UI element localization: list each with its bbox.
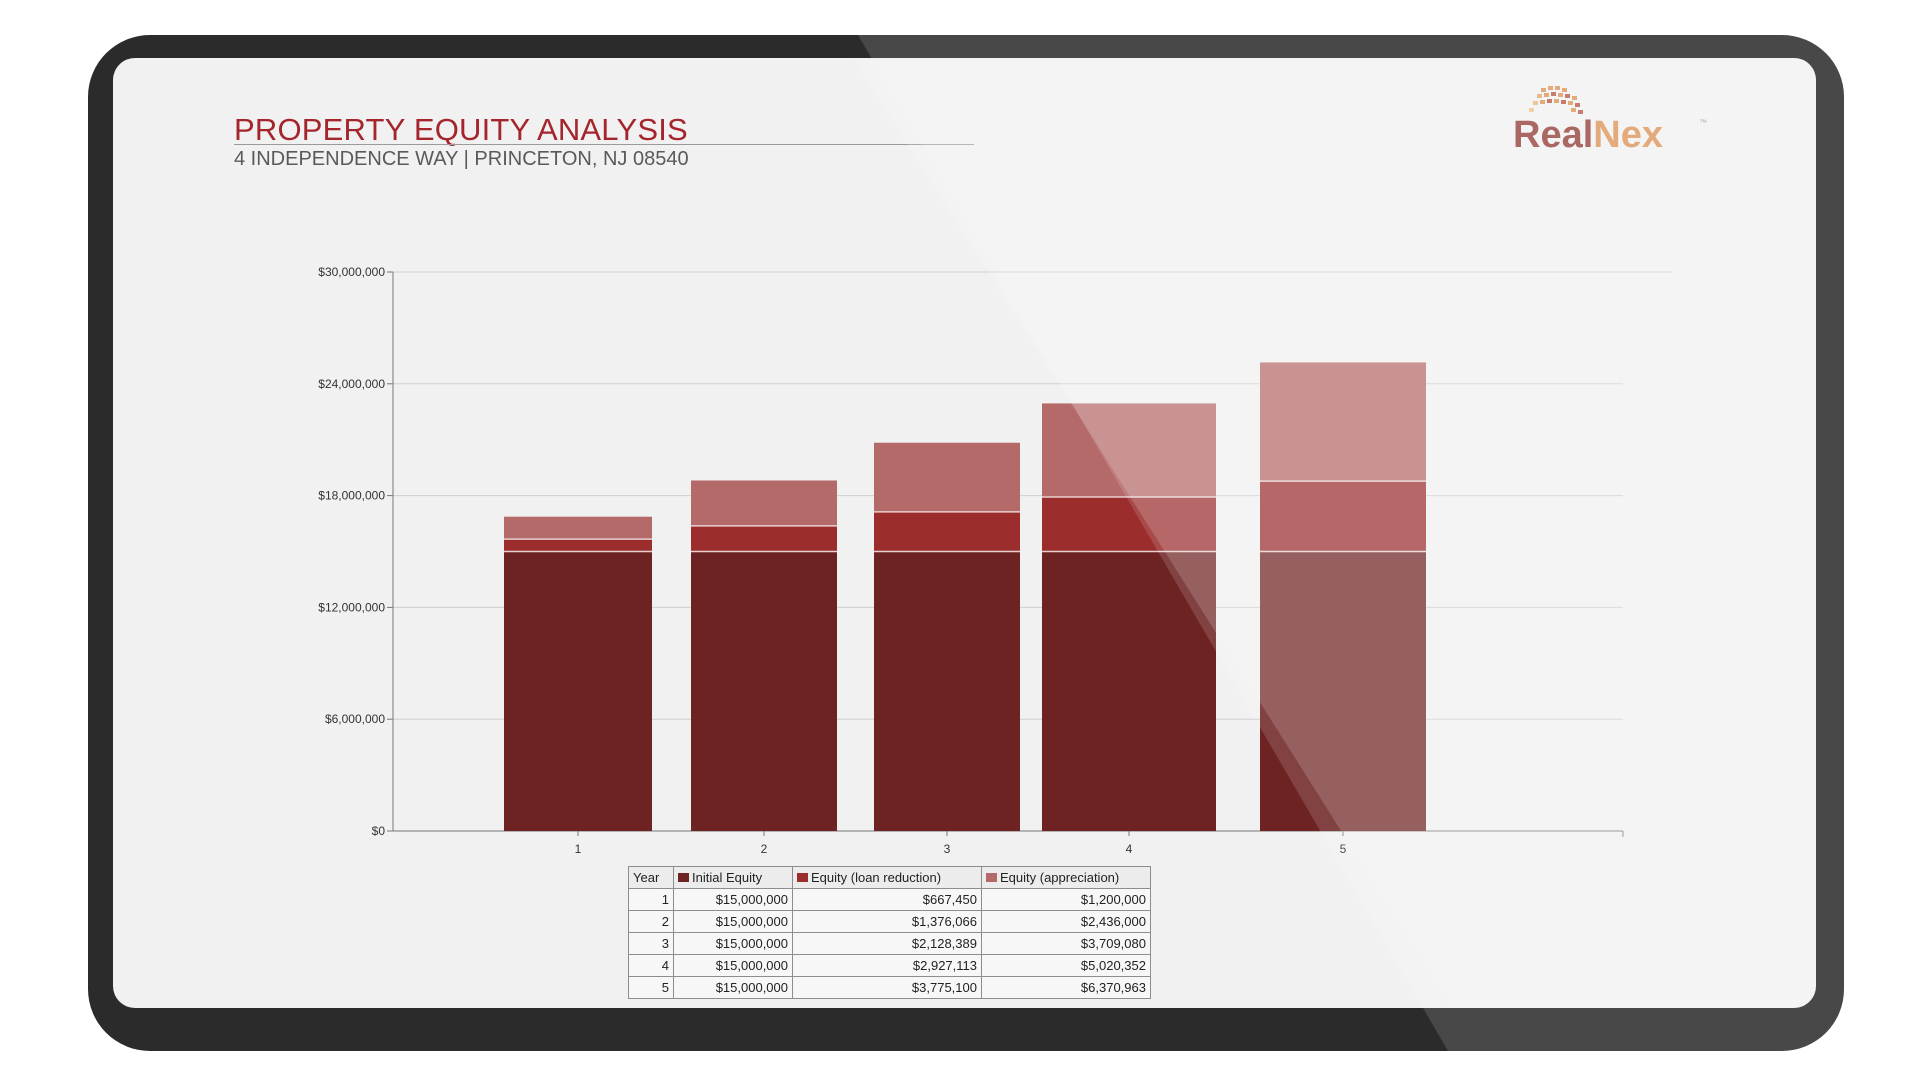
bar-initial-equity bbox=[691, 551, 837, 831]
bar-loan-reduction bbox=[504, 539, 652, 552]
bar-initial-equity bbox=[1042, 551, 1216, 831]
cell-year: 2 bbox=[628, 910, 674, 933]
table-row: 1 $15,000,000 $667,450 $1,200,000 bbox=[628, 888, 1151, 911]
table-row: 3 $15,000,000 $2,128,389 $3,709,080 bbox=[628, 932, 1151, 955]
y-tick-label: $0 bbox=[372, 824, 386, 838]
cell-appreciation: $6,370,963 bbox=[981, 976, 1151, 999]
cell-appreciation: $5,020,352 bbox=[981, 954, 1151, 977]
bar-loan-reduction bbox=[874, 511, 1020, 552]
cell-initial: $15,000,000 bbox=[673, 976, 793, 999]
y-tick-label: $24,000,000 bbox=[318, 377, 385, 391]
bar-appreciation bbox=[691, 480, 837, 526]
page-title: PROPERTY EQUITY ANALYSIS bbox=[234, 112, 688, 147]
cell-initial: $15,000,000 bbox=[673, 888, 793, 911]
bar-appreciation bbox=[1260, 362, 1426, 482]
cell-appreciation: $3,709,080 bbox=[981, 932, 1151, 955]
cell-year: 5 bbox=[628, 976, 674, 999]
bar-appreciation bbox=[874, 442, 1020, 512]
logo-grid-icon bbox=[1529, 86, 1583, 114]
x-tick-label: 4 bbox=[1126, 842, 1133, 856]
bar-appreciation bbox=[504, 516, 652, 540]
bar-loan-reduction bbox=[1042, 496, 1216, 552]
appreciation-swatch bbox=[986, 873, 997, 882]
y-tick-label: $30,000,000 bbox=[318, 265, 385, 279]
cell-loan: $2,927,113 bbox=[792, 954, 982, 977]
header-year: Year bbox=[628, 866, 674, 889]
table-row: 5 $15,000,000 $3,775,100 $6,370,963 bbox=[628, 976, 1151, 999]
x-tick-label: 2 bbox=[761, 842, 768, 856]
header-appreciation-label: Equity (appreciation) bbox=[1000, 870, 1120, 885]
header-initial-equity: Initial Equity bbox=[673, 866, 793, 889]
x-tick-label: 3 bbox=[944, 842, 951, 856]
bar-initial-equity bbox=[504, 551, 652, 831]
y-tick-label: $12,000,000 bbox=[318, 600, 385, 614]
bar-loan-reduction bbox=[1260, 481, 1426, 552]
cell-initial: $15,000,000 bbox=[673, 954, 793, 977]
cell-loan: $1,376,066 bbox=[792, 910, 982, 933]
table-row: 2 $15,000,000 $1,376,066 $2,436,000 bbox=[628, 910, 1151, 933]
cell-year: 4 bbox=[628, 954, 674, 977]
logo-real-text: Real bbox=[1513, 114, 1594, 156]
realnex-logo: RealNex ™ bbox=[1513, 78, 1713, 178]
tablet-frame: PROPERTY EQUITY ANALYSIS 4 INDEPENDENCE … bbox=[88, 35, 1844, 1051]
bar-loan-reduction bbox=[691, 525, 837, 552]
bar-initial-equity bbox=[874, 551, 1020, 831]
x-tick-label: 1 bbox=[575, 842, 582, 856]
table-row: 4 $15,000,000 $2,927,113 $5,020,352 bbox=[628, 954, 1151, 977]
logo-nex-text: Nex bbox=[1593, 114, 1663, 156]
page-subtitle: 4 INDEPENDENCE WAY | PRINCETON, NJ 08540 bbox=[234, 148, 689, 170]
bar-initial-equity bbox=[1260, 551, 1426, 831]
loan-reduction-swatch bbox=[797, 873, 808, 882]
cell-year: 3 bbox=[628, 932, 674, 955]
x-tick-label: 5 bbox=[1340, 842, 1347, 856]
cell-year: 1 bbox=[628, 888, 674, 911]
cell-appreciation: $1,200,000 bbox=[981, 888, 1151, 911]
slide-screen: PROPERTY EQUITY ANALYSIS 4 INDEPENDENCE … bbox=[113, 58, 1816, 1008]
cell-initial: $15,000,000 bbox=[673, 932, 793, 955]
cell-initial: $15,000,000 bbox=[673, 910, 793, 933]
y-tick-label: $6,000,000 bbox=[325, 712, 385, 726]
cell-loan: $2,128,389 bbox=[792, 932, 982, 955]
bar-appreciation bbox=[1042, 403, 1216, 497]
table-header-row: Year Initial Equity Equity (loan reducti… bbox=[628, 866, 1151, 889]
logo-wordmark: RealNex bbox=[1513, 114, 1663, 157]
initial-equity-swatch bbox=[678, 873, 689, 882]
header-loan-reduction-label: Equity (loan reduction) bbox=[811, 870, 942, 885]
header-initial-equity-label: Initial Equity bbox=[692, 870, 763, 885]
header-loan-reduction: Equity (loan reduction) bbox=[792, 866, 982, 889]
cell-loan: $667,450 bbox=[792, 888, 982, 911]
cell-loan: $3,775,100 bbox=[792, 976, 982, 999]
equity-data-table: Year Initial Equity Equity (loan reducti… bbox=[628, 866, 1151, 999]
chart-tick-labels: $0 $6,000,000 $12,000,000 $18,000,000 $24,00… bbox=[318, 265, 1346, 856]
title-underline bbox=[234, 144, 974, 145]
logo-trademark: ™ bbox=[1699, 118, 1707, 127]
chart-bars bbox=[504, 362, 1426, 831]
equity-stacked-bar-chart: $0 $6,000,000 $12,000,000 $18,000,000 $24,00… bbox=[318, 265, 1673, 856]
y-tick-label: $18,000,000 bbox=[318, 489, 385, 503]
cell-appreciation: $2,436,000 bbox=[981, 910, 1151, 933]
header-appreciation: Equity (appreciation) bbox=[981, 866, 1151, 889]
